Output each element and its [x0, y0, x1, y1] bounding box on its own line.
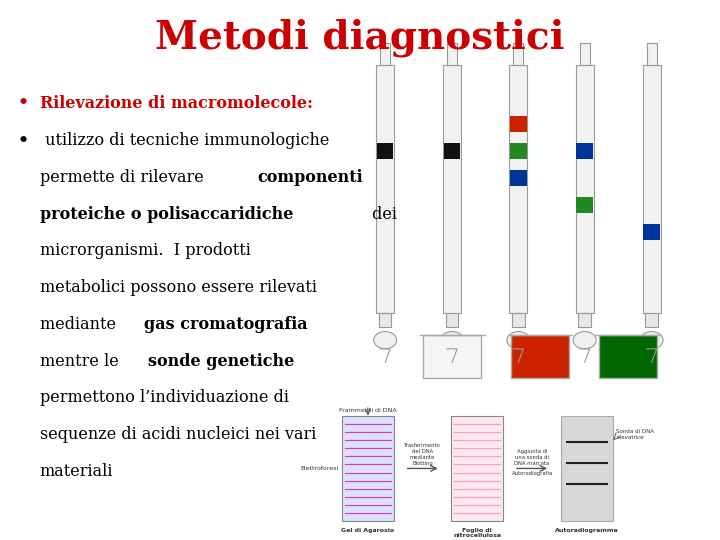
- Text: microrganismi.  I prodotti: microrganismi. I prodotti: [40, 242, 251, 259]
- Text: permettono l’individuazione di: permettono l’individuazione di: [40, 389, 289, 406]
- Circle shape: [573, 332, 596, 349]
- Bar: [512, 313, 525, 327]
- Text: Elettroforesi: Elettroforesi: [300, 466, 338, 471]
- Text: Rilevazione di macromolecole:: Rilevazione di macromolecole:: [40, 94, 312, 111]
- Bar: [510, 116, 527, 132]
- Bar: [577, 143, 593, 159]
- Bar: [576, 65, 594, 313]
- Text: Foglio di
nitrocellulosa: Foglio di nitrocellulosa: [454, 528, 501, 538]
- Bar: [577, 197, 593, 213]
- Circle shape: [640, 332, 663, 349]
- Bar: [510, 65, 528, 313]
- Text: utilizzo di tecniche immunologiche: utilizzo di tecniche immunologiche: [40, 132, 329, 149]
- FancyBboxPatch shape: [511, 335, 569, 378]
- Text: Metodi diagnostici: Metodi diagnostici: [156, 19, 564, 57]
- Bar: [451, 416, 503, 521]
- Bar: [377, 65, 395, 313]
- Bar: [643, 65, 661, 313]
- Bar: [510, 170, 527, 186]
- Bar: [647, 43, 657, 65]
- Bar: [380, 43, 390, 65]
- Text: mentre le: mentre le: [40, 353, 123, 369]
- Text: mediante: mediante: [40, 316, 121, 333]
- Text: materiali: materiali: [40, 463, 113, 480]
- Bar: [510, 143, 527, 159]
- Text: Gel di Agarosio: Gel di Agarosio: [341, 528, 395, 532]
- Bar: [513, 43, 523, 65]
- Text: Trasferimento
del DNA
mediante
Blotting: Trasferimento del DNA mediante Blotting: [404, 443, 441, 465]
- Bar: [561, 416, 613, 521]
- Circle shape: [441, 332, 464, 349]
- Bar: [644, 224, 660, 240]
- Text: sequenze di acidi nucleici nei vari: sequenze di acidi nucleici nei vari: [40, 426, 316, 443]
- Circle shape: [507, 332, 530, 349]
- Bar: [580, 43, 590, 65]
- Bar: [578, 313, 591, 327]
- Text: Autoradiografia: Autoradiografia: [511, 471, 553, 476]
- Text: Frammenti di DNA: Frammenti di DNA: [339, 408, 397, 413]
- Text: metabolici possono essere rilevati: metabolici possono essere rilevati: [40, 279, 317, 296]
- Bar: [645, 313, 658, 327]
- Bar: [379, 313, 392, 327]
- Bar: [342, 416, 394, 521]
- Text: Aggiunta di
una sonda di
DNA marcata: Aggiunta di una sonda di DNA marcata: [515, 449, 549, 465]
- Text: •: •: [18, 132, 29, 150]
- Bar: [377, 143, 394, 159]
- Text: •: •: [18, 94, 29, 112]
- Text: permette di rilevare: permette di rilevare: [40, 169, 209, 186]
- Text: sonde genetiche: sonde genetiche: [148, 353, 294, 369]
- Text: gas cromatografia: gas cromatografia: [144, 316, 308, 333]
- Bar: [444, 143, 461, 159]
- Bar: [447, 43, 457, 65]
- Text: proteiche o polisaccaridiche: proteiche o polisaccaridiche: [40, 206, 293, 222]
- Bar: [446, 313, 459, 327]
- Text: Sonda di DNA
rilevatrice: Sonda di DNA rilevatrice: [616, 429, 654, 440]
- Bar: [444, 65, 462, 313]
- FancyBboxPatch shape: [423, 335, 481, 378]
- Text: componenti: componenti: [258, 169, 363, 186]
- Circle shape: [374, 332, 397, 349]
- Text: Autoradiogramma: Autoradiogramma: [555, 528, 618, 532]
- Text: dei: dei: [366, 206, 397, 222]
- FancyBboxPatch shape: [599, 335, 657, 378]
